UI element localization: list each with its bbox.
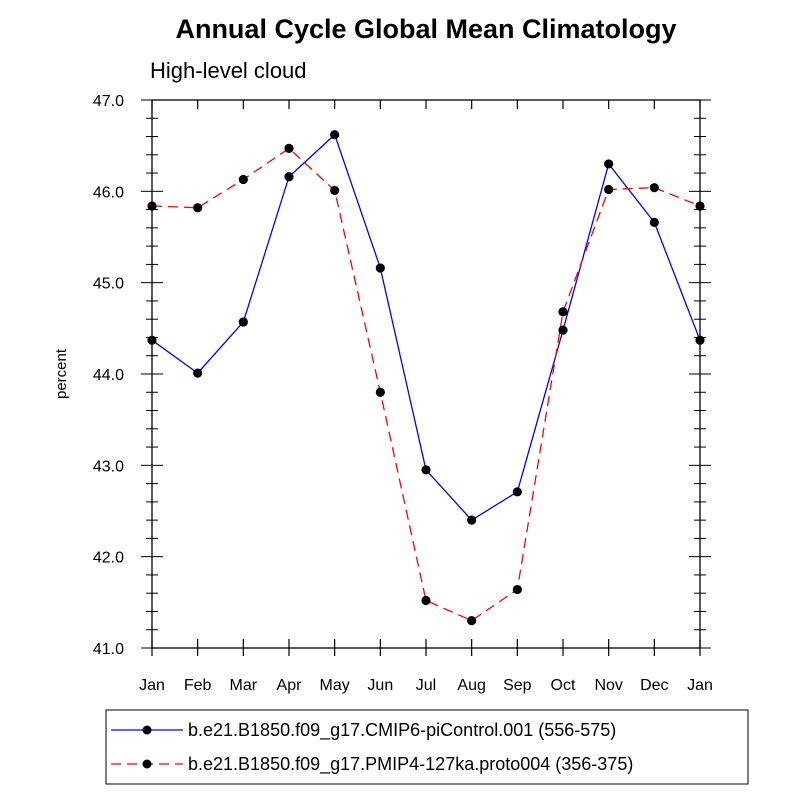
data-point-series-0 bbox=[238, 317, 248, 327]
data-point-series-1 bbox=[421, 595, 431, 606]
data-point-series-1 bbox=[558, 307, 568, 317]
chart-subtitle: High-level cloud bbox=[150, 58, 307, 83]
x-tick-label: Jan bbox=[687, 677, 713, 694]
x-tick-label: Jun bbox=[367, 677, 393, 694]
x-tick-label: Nov bbox=[594, 677, 622, 694]
x-tick-label: Sep bbox=[503, 677, 532, 694]
data-point-series-0 bbox=[375, 263, 385, 273]
axis-ticks bbox=[141, 99, 711, 656]
data-point-series-1 bbox=[330, 185, 340, 196]
x-tick-label: May bbox=[320, 677, 350, 694]
chart-title: Annual Cycle Global Mean Climatology bbox=[175, 14, 676, 44]
series-line-1 bbox=[151, 147, 701, 622]
y-tick-label: 43.0 bbox=[93, 458, 124, 475]
data-point-series-1 bbox=[604, 184, 614, 195]
data-point-series-0 bbox=[467, 515, 477, 525]
data-point-series-0 bbox=[421, 465, 431, 475]
x-tick-labels: Jan Feb Mar Apr May Jun Jul Aug Sep Oct Nov Dec Jan bbox=[139, 677, 713, 694]
x-tick-label: Dec bbox=[640, 677, 668, 694]
legend-marker-piControl bbox=[142, 725, 152, 735]
data-point-series-0 bbox=[284, 172, 294, 182]
x-tick-label: Jan bbox=[139, 677, 165, 694]
x-tick-label: Jul bbox=[416, 677, 436, 694]
legend-label-piControl: b.e21.B1850.f09_g17.CMIP6-piControl.001 … bbox=[188, 720, 616, 741]
x-tick-label: Mar bbox=[230, 677, 258, 694]
data-point-series-1 bbox=[238, 174, 248, 185]
data-point-series-1 bbox=[375, 387, 385, 397]
y-tick-label: 42.0 bbox=[93, 550, 124, 567]
y-tick-label: 45.0 bbox=[93, 276, 124, 293]
y-tick-labels: 41.0 42.0 43.0 44.0 45.0 46.0 47.0 bbox=[93, 93, 124, 658]
legend-box bbox=[105, 709, 749, 785]
data-point-series-0 bbox=[649, 217, 659, 227]
legend-marker-127ka bbox=[142, 759, 152, 769]
data-point-series-1 bbox=[512, 584, 522, 595]
x-tick-label: Feb bbox=[184, 677, 212, 694]
legend: b.e21.B1850.f09_g17.CMIP6-piControl.001 … bbox=[105, 709, 749, 785]
y-axis-label: percent bbox=[53, 348, 70, 399]
data-point-series-0 bbox=[604, 159, 614, 169]
data-point-series-1 bbox=[649, 183, 659, 193]
data-point-series-1 bbox=[284, 143, 294, 154]
y-tick-label: 46.0 bbox=[93, 184, 124, 201]
data-point-series-0 bbox=[193, 368, 203, 378]
series-layer bbox=[147, 130, 705, 626]
plot-frame bbox=[151, 99, 701, 649]
x-tick-label: Oct bbox=[551, 677, 576, 694]
data-point-series-1 bbox=[467, 616, 477, 626]
series-line-0 bbox=[151, 133, 701, 521]
data-point-series-0 bbox=[330, 130, 340, 140]
data-point-series-1 bbox=[193, 203, 203, 213]
x-tick-label: Aug bbox=[457, 677, 485, 694]
legend-label-127ka: b.e21.B1850.f09_g17.PMIP4-127ka.proto004… bbox=[188, 754, 633, 775]
data-point-series-0 bbox=[512, 487, 522, 497]
y-tick-label: 47.0 bbox=[93, 93, 124, 110]
y-tick-label: 41.0 bbox=[93, 641, 124, 658]
data-point-series-0 bbox=[558, 325, 568, 335]
x-tick-label: Apr bbox=[277, 677, 303, 694]
y-tick-label: 44.0 bbox=[93, 367, 124, 384]
